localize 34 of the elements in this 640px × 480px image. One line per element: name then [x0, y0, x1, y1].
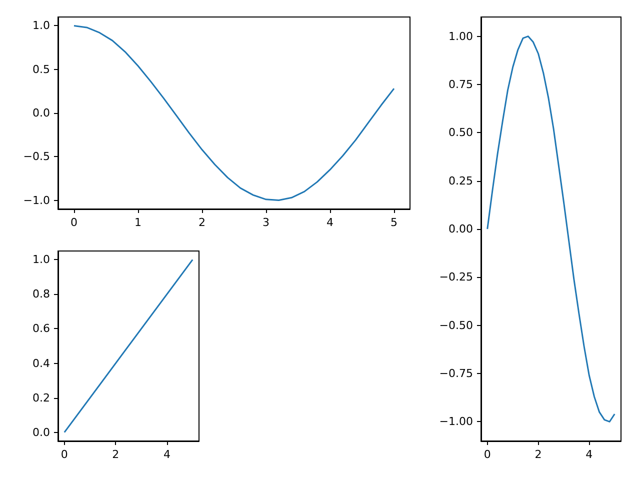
y-tick-label: 0.25: [448, 174, 473, 188]
x-tick-label: 2: [112, 448, 120, 461]
x-tick-label: 0: [484, 448, 491, 461]
y-tick-label: 0.8: [32, 288, 50, 301]
y-tick-label: 0.00: [448, 222, 473, 236]
x-tick-label: 4: [326, 216, 334, 229]
y-tick-label: −1.00: [439, 415, 473, 428]
y-tick-label: −1.0: [23, 194, 50, 207]
y-tick-label: 1.00: [448, 30, 473, 43]
y-tick-label: 1.0: [32, 253, 50, 266]
y-tick-label: 0.0: [32, 106, 50, 120]
y-tick-label: 0.5: [32, 62, 50, 76]
y-tick-label: −0.50: [439, 318, 473, 332]
x-tick-label: 0: [60, 448, 68, 461]
x-tick-label: 4: [586, 448, 593, 461]
y-tick-label: −0.5: [23, 150, 50, 164]
x-tick-label: 2: [198, 216, 206, 229]
y-tick-label: 1.0: [32, 19, 50, 32]
x-tick-label: 3: [262, 216, 270, 229]
x-tick-label: 5: [390, 216, 398, 229]
y-tick-label: 0.75: [448, 78, 473, 91]
y-tick-label: −0.25: [439, 270, 473, 284]
y-tick-label: 0.6: [32, 322, 50, 336]
y-tick-label: 0.2: [32, 391, 50, 404]
y-tick-label: −0.75: [439, 367, 473, 380]
line-series: [486, 36, 616, 422]
y-tick-label: 0.4: [32, 356, 50, 370]
y-tick-label: 0.0: [32, 426, 50, 439]
y-tick-label: 0.50: [448, 126, 473, 140]
x-tick-label: 4: [163, 448, 170, 461]
x-tick-label: 2: [534, 448, 542, 461]
x-tick-label: 0: [70, 216, 78, 229]
x-tick-label: 1: [134, 216, 142, 229]
line-series: [73, 24, 395, 202]
